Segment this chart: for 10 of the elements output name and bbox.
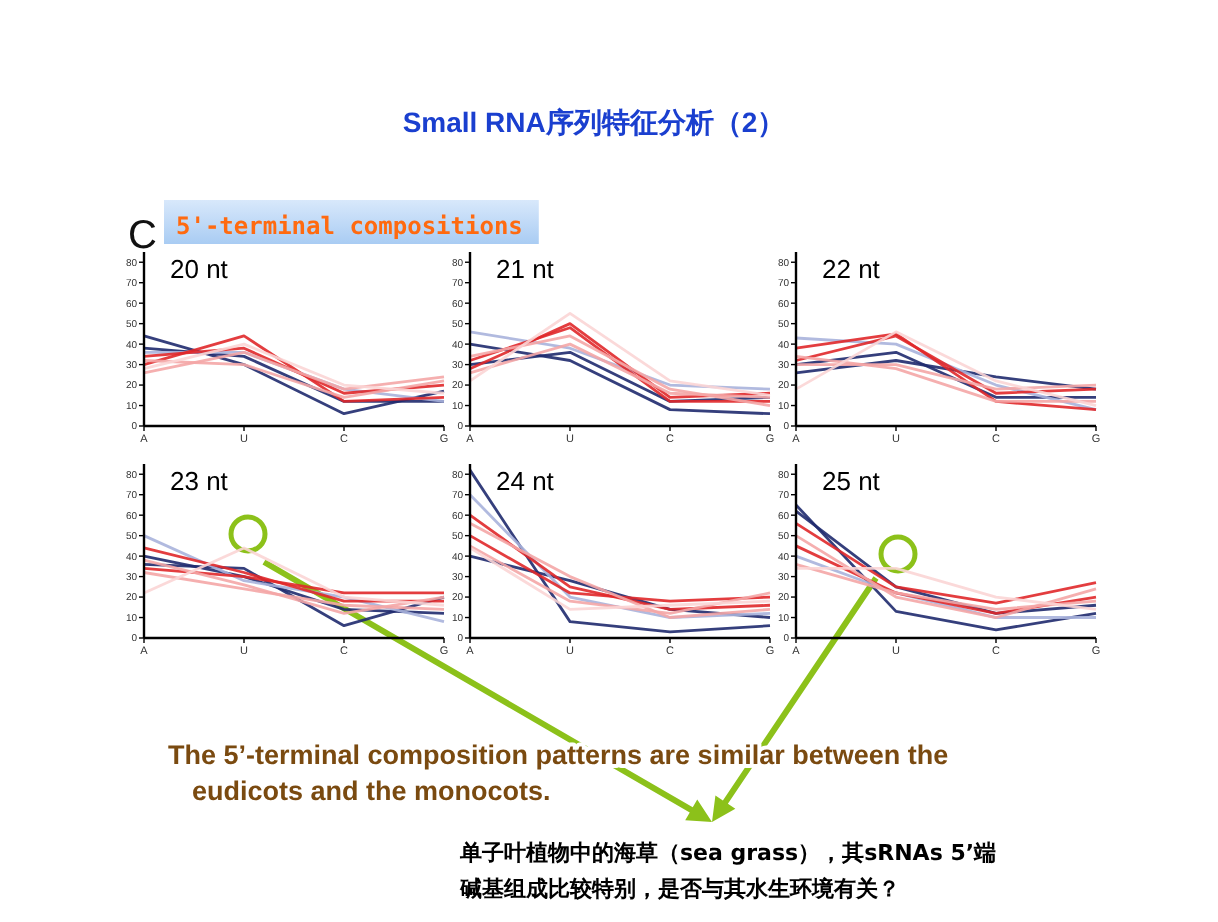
text: 5'-terminal compositions: [176, 212, 523, 240]
chart-title: 20 nt: [170, 254, 229, 284]
text: Small RNA序列特征分析（2）: [402, 106, 786, 138]
chart-title: 22 nt: [822, 254, 881, 284]
text: 单子叶植物中的海草（sea grass），其sRNAs 5’端碱基组成比较特别，是否与其水生环境有关？: [458, 840, 997, 902]
chart-title: 23 nt: [170, 466, 229, 496]
chart-title: 21 nt: [496, 254, 555, 284]
annotation: C: [128, 214, 157, 258]
chart-title: 24 nt: [496, 466, 555, 496]
chart-title: 25 nt: [822, 466, 881, 496]
